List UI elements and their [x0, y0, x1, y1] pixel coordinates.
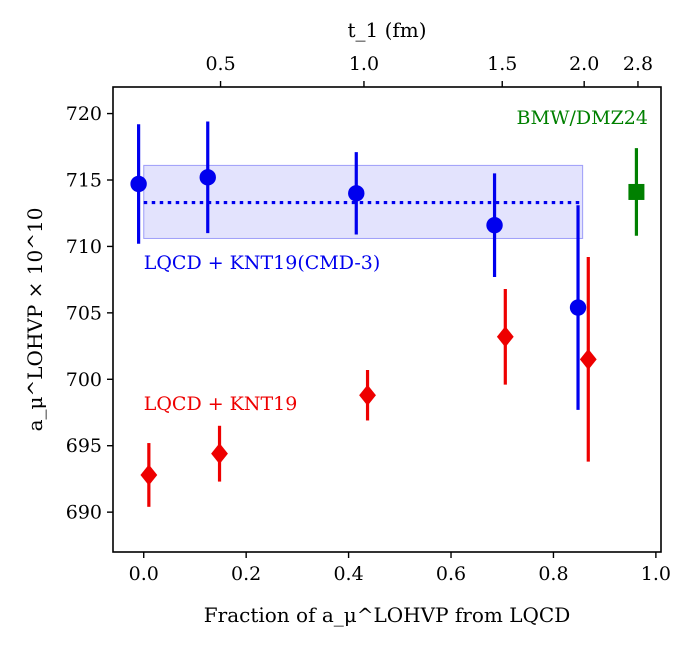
- top-tick-label: 0.5: [205, 53, 235, 75]
- y-tick-label: 700: [66, 369, 102, 391]
- series-label: LQCD + KNT19: [144, 393, 298, 415]
- x-tick-label: 0.6: [436, 563, 466, 585]
- data-point-diamond: [211, 443, 228, 465]
- band-layer: [143, 164, 584, 239]
- data-point-circle: [348, 185, 365, 202]
- series-label: LQCD + KNT19(CMD-3): [144, 252, 381, 274]
- data-point-circle: [130, 175, 147, 193]
- data-point-square: [628, 183, 645, 200]
- x-tick-label: 1.0: [641, 563, 671, 585]
- series-label: BMW/DMZ24: [517, 107, 648, 129]
- y-tick-label: 715: [66, 170, 102, 192]
- plot-frame: [112, 86, 662, 553]
- x-tick-label: 0.8: [538, 563, 568, 585]
- x-tick-label: 0.4: [333, 563, 363, 585]
- data-point-diamond: [496, 326, 514, 348]
- data-point-circle: [486, 216, 503, 234]
- top-tick-label: 1.5: [487, 53, 517, 75]
- top-axis-title: t_1 (fm): [347, 18, 426, 42]
- data-point-circle: [199, 169, 216, 186]
- data-point-diamond: [579, 348, 597, 370]
- y-tick-label: 710: [66, 236, 102, 258]
- x-tick-label: 0.0: [129, 563, 159, 585]
- top-tick-label: 2.8: [623, 53, 653, 75]
- y-tick-label: 705: [66, 302, 102, 324]
- data-point-circle: [569, 299, 587, 316]
- top-tick-label: 2.0: [569, 53, 599, 75]
- axis-layer: 0.0 0.2 0.4 0.6 0.8 1.0 690 695 700 705 710 715 720 0…: [66, 53, 671, 585]
- y-tick-label: 690: [66, 502, 102, 524]
- data-point-diamond: [140, 464, 158, 486]
- y-tick-label: 695: [66, 435, 102, 457]
- y-tick-label: 720: [66, 103, 102, 125]
- x-axis-title: Fraction of a_μ^LOHVP from LQCD: [204, 603, 570, 627]
- y-axis-title: a_μ^LOHVP × 10^10: [23, 208, 47, 432]
- series-layer: [130, 121, 645, 507]
- label-layer: LQCD + KNT19(CMD-3) LQCD + KNT19 BMW/DMZ24…: [23, 18, 648, 627]
- data-point-diamond: [359, 384, 376, 406]
- x-tick-label: 0.2: [231, 563, 261, 585]
- top-tick-label: 1.0: [349, 53, 379, 75]
